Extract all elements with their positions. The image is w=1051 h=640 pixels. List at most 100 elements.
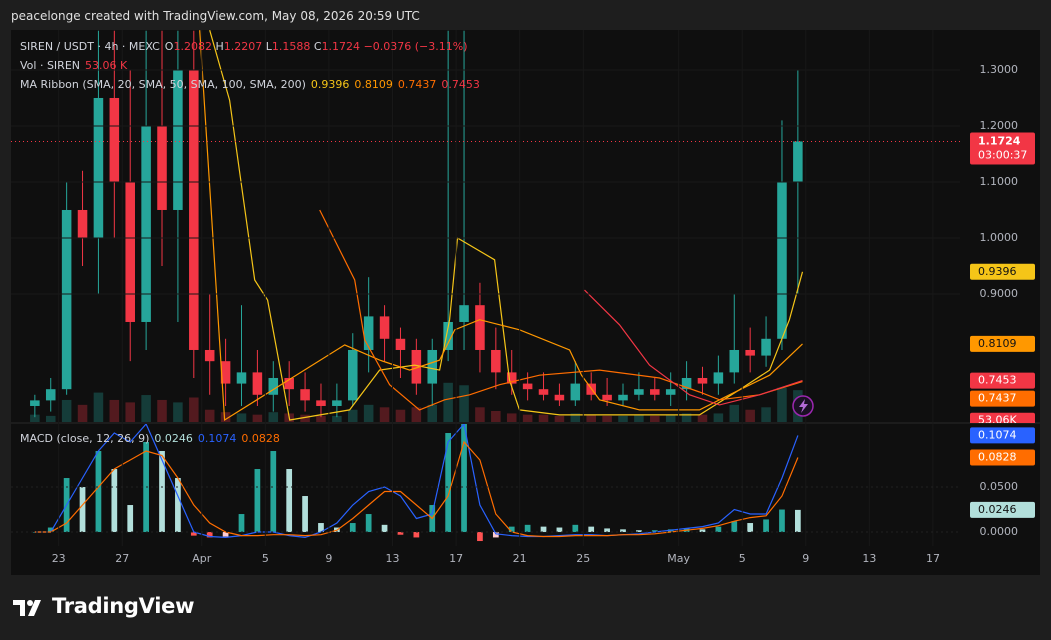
candle-body (618, 394, 628, 401)
macd-line (34, 424, 799, 539)
histogram-bar (445, 433, 452, 533)
histogram-bar (572, 524, 579, 533)
credit: peacelonge created with TradingView.com,… (11, 9, 420, 23)
candle-body (411, 349, 422, 384)
axis-tag (970, 501, 1035, 518)
candle-body (475, 305, 485, 350)
x-tick-label: 17 (926, 552, 940, 565)
histogram-bar (47, 527, 54, 533)
high-label: H (215, 40, 224, 53)
x-tick-label: 21 (513, 552, 527, 565)
y-tick-label: 1.1000 (980, 175, 1019, 188)
histogram-bar (794, 509, 801, 533)
logo-icon (13, 600, 41, 616)
volume-bar (45, 415, 56, 422)
alert-icon[interactable] (792, 395, 814, 417)
candle-body (45, 389, 56, 401)
candle-body (189, 69, 199, 350)
volume-bar (475, 407, 485, 422)
candle-body (347, 349, 358, 401)
symbol-legend: SIREN / USDT · 4h · MEXC O1.2082 H1.2207… (20, 40, 468, 53)
candle-body (427, 349, 438, 384)
histogram-bar (763, 519, 769, 533)
volume-bar (411, 407, 422, 422)
change: −0.0376 (−3.11%) (363, 40, 468, 53)
volume-bar (586, 414, 596, 422)
volume-bar (395, 409, 406, 422)
low-label: L (265, 40, 272, 53)
candle-body (634, 389, 644, 395)
axis-tag (970, 427, 1035, 444)
histogram-bar (365, 514, 372, 533)
axis-tag (970, 263, 1035, 280)
axis-tag-label: 0.7437 (978, 392, 1017, 405)
volume-bar (30, 414, 40, 422)
ma-line (319, 209, 803, 411)
macd-value: 0.0246 (154, 432, 193, 445)
histogram-bar (588, 526, 595, 533)
candle-body (316, 400, 326, 406)
histogram-bar (397, 532, 404, 535)
histogram-bar (254, 469, 261, 533)
macd-value: 0.0828 (241, 432, 280, 445)
x-tick-label: 5 (739, 552, 746, 565)
ma-line (584, 289, 803, 406)
axis-tag (970, 449, 1035, 466)
candle-body (538, 389, 549, 395)
histogram-bar (302, 496, 308, 533)
volume-bar (236, 413, 247, 422)
open-label: O (164, 40, 174, 53)
volume-bar (729, 404, 740, 422)
volume-bar (538, 414, 549, 422)
ma-value: 0.7437 (397, 78, 437, 91)
histogram-bar (461, 424, 467, 533)
ma-line (209, 30, 804, 421)
volume-bar (713, 413, 724, 422)
candle-body (300, 389, 310, 401)
axes: 23 27 Apr 5 9 13 17 21 25 May 5 9 13 17 1.3000 1.2000 1.… (11, 30, 1018, 565)
close-label: C (313, 40, 322, 53)
histogram-bar (731, 521, 738, 533)
candle-body (697, 377, 708, 384)
x-tick-label: 5 (262, 552, 269, 565)
candle-body (141, 125, 151, 322)
candle-body (61, 209, 72, 390)
volume-bar (189, 397, 199, 422)
axis-tag (970, 372, 1035, 389)
ma-legend: MA Ribbon (SMA, 20, SMA, 50, SMA, 100, S… (20, 78, 480, 91)
volume-bar (77, 404, 88, 422)
y-tick-label: 1.3000 (980, 63, 1019, 76)
axis-tag-label: 0.7453 (978, 374, 1017, 387)
ma-value: 0.9396 (310, 78, 350, 91)
axis-tag-label: 53.06K (978, 414, 1017, 427)
volume-bar (252, 414, 263, 422)
histogram-bar (222, 532, 229, 537)
ma-value: 0.7453 (441, 78, 480, 91)
histogram-bar (636, 530, 642, 533)
histogram-bar (238, 514, 245, 533)
x-tick-label: Apr (192, 552, 212, 565)
histogram-bar (699, 529, 706, 533)
histogram-bar (95, 451, 102, 533)
volume-bar (157, 399, 167, 422)
ohlc: O1.2082 H1.2207 L1.1588 C1.1724 −0.0376 … (165, 40, 468, 53)
axis-tag-label: 0.8109 (978, 337, 1017, 350)
histogram-bar (206, 532, 213, 538)
axis-tag-label: 0.1074 (978, 428, 1017, 441)
volume-bar (141, 395, 151, 422)
volume-value: 53.06 K (85, 59, 128, 72)
histogram-bar (349, 523, 356, 533)
volume-bar (125, 402, 135, 422)
histogram-bar (604, 528, 610, 533)
macd-legend: MACD (close, 12, 26, 9) 0.0246 0.1074 0.08… (20, 432, 280, 445)
candle-body (713, 372, 724, 384)
countdown: 03:00:37 (978, 148, 1027, 161)
histogram-bar (477, 532, 483, 542)
volume-bar (681, 413, 692, 422)
volume-bar (427, 404, 438, 422)
x-tick-label: 25 (576, 552, 590, 565)
ma-value: 0.8109 (354, 78, 393, 91)
histogram-bar (524, 524, 531, 533)
